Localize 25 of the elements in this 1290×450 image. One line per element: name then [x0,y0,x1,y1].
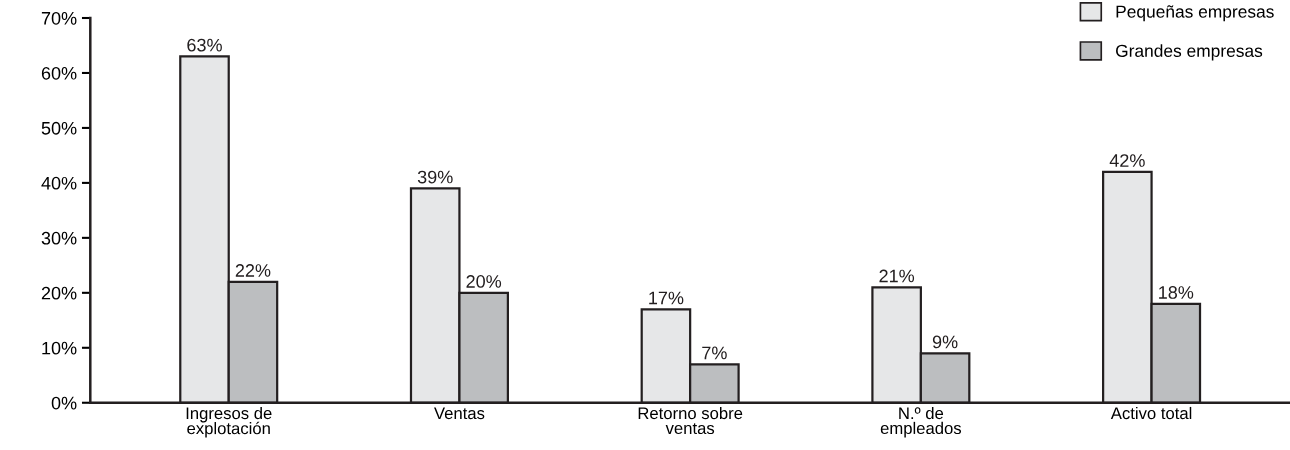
x-tick-label: Ingresos de explotación [186,406,272,438]
y-tick-label: 0% [51,396,77,410]
y-tick-label: 60% [41,66,77,80]
text: 17% [649,291,684,305]
text: 22% [235,264,271,277]
text: 9% [932,335,958,349]
x-tick-label: Retorno sobre ventas [638,406,743,435]
y-tick-label: 50% [41,121,77,135]
legend-label: Pequeñas empresas [1116,5,1274,22]
legend-label: Grandes empresas [1116,44,1263,61]
x-tick-label: N.º de empleados [880,406,962,438]
y-tick-label: 40% [41,176,77,190]
text: 21% [879,269,915,283]
y-tick-label: 10% [42,341,77,355]
y-tick-label: 30% [41,231,77,245]
text: 20% [466,275,502,288]
x-tick-label: Activo total [1110,406,1192,420]
x-tick-label: Ventas [434,407,485,420]
y-tick-label: 20% [41,286,77,300]
text: 42% [1109,154,1145,167]
text: 63% [187,38,222,52]
y-tick-label: 70% [41,11,77,25]
text: 39% [417,170,453,184]
text: 7% [702,346,727,360]
text: 18% [1159,286,1194,299]
